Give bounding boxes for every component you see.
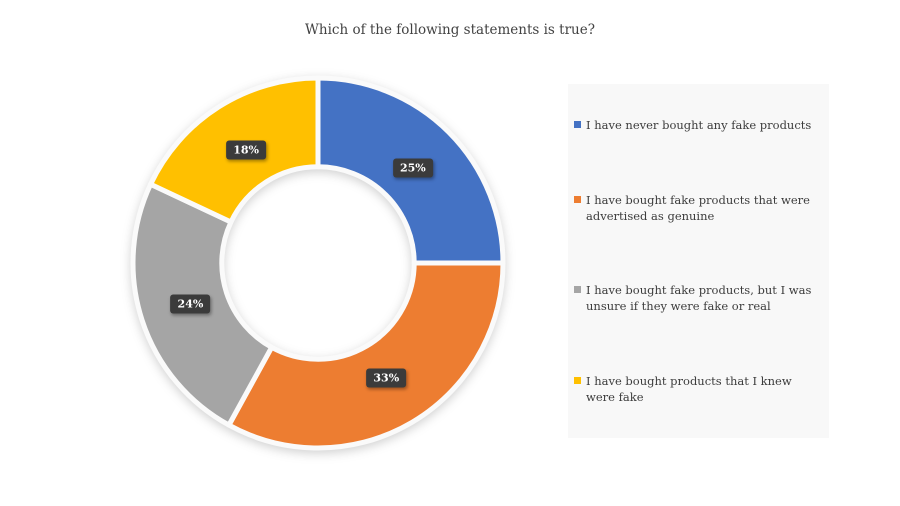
legend-marker-icon bbox=[574, 286, 581, 294]
chart-title: Which of the following statements is tru… bbox=[305, 22, 595, 38]
legend-item-never-bought: I have never bought any fake products bbox=[574, 117, 817, 133]
legend-item-unsure: I have bought fake products, but I was u… bbox=[574, 282, 817, 314]
data-label-1: 33% bbox=[366, 368, 407, 388]
legend-item-label: I have bought fake products, but I was u… bbox=[586, 283, 812, 314]
data-label-2: 24% bbox=[170, 294, 211, 314]
legend-marker-icon bbox=[574, 195, 581, 203]
chart-legend: I have never bought any fake products I … bbox=[568, 84, 829, 438]
legend-marker-icon bbox=[574, 376, 581, 384]
legend-item-knew-fake: I have bought products that I knew were … bbox=[574, 373, 817, 405]
legend-item-label: I have never bought any fake products bbox=[586, 118, 812, 133]
data-label-3: 18% bbox=[226, 140, 267, 160]
legend-item-advertised-genuine: I have bought fake products that were ad… bbox=[574, 192, 817, 224]
legend-item-label: I have bought products that I knew were … bbox=[586, 373, 792, 404]
donut-slice-1 bbox=[226, 260, 506, 451]
donut-chart: 25% 33% 24% 18% bbox=[128, 73, 508, 453]
legend-item-label: I have bought fake products that were ad… bbox=[586, 192, 810, 223]
legend-marker-icon bbox=[574, 121, 581, 129]
donut-chart-svg bbox=[130, 75, 506, 451]
data-label-0: 25% bbox=[392, 158, 433, 178]
